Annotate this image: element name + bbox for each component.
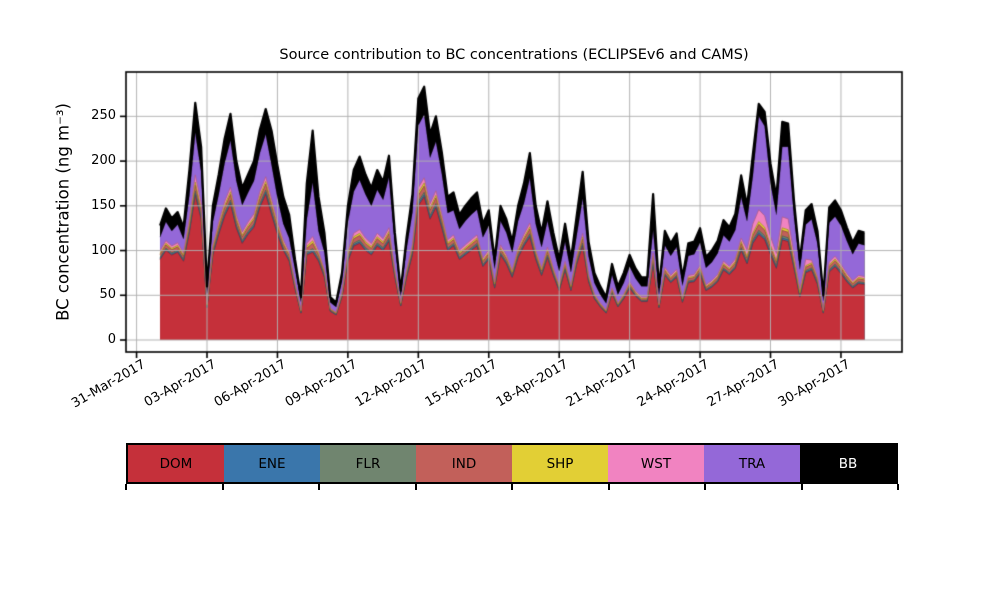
legend-label: FLR: [355, 455, 381, 472]
legend-label: WST: [640, 455, 672, 472]
legend-boundary-tick: [800, 484, 803, 490]
legend-label: BB: [838, 455, 858, 472]
legend-boundary-tick: [318, 484, 320, 490]
legend-item-ene: ENE: [224, 445, 320, 482]
legend-label: IND: [451, 455, 477, 472]
y-tick-label: 250: [91, 108, 116, 124]
legend-boundary-tick: [414, 484, 417, 490]
legend-boundary-tick: [607, 484, 610, 490]
legend-item-flr: FLR: [320, 445, 416, 482]
legend-label: TRA: [738, 455, 766, 472]
legend-label: SHP: [546, 455, 574, 472]
legend-label: DOM: [159, 455, 193, 472]
legend-boundary-tick: [897, 484, 899, 490]
legend-item-bb: BB: [800, 445, 896, 482]
legend-item-shp: SHP: [512, 445, 608, 482]
y-tick-label: 200: [91, 153, 116, 169]
legend-boundary-tick: [125, 484, 127, 490]
y-tick-label: 150: [91, 197, 116, 213]
chart-title: Source contribution to BC concentrations…: [279, 47, 749, 63]
legend-boundary-tick: [704, 484, 706, 490]
legend-item-wst: WST: [608, 445, 704, 482]
legend-item-tra: TRA: [704, 445, 800, 482]
legend-boundary-tick: [511, 484, 513, 490]
y-tick-label: 0: [107, 332, 116, 347]
legend-label: ENE: [258, 455, 286, 472]
legend-item-dom: DOM: [128, 445, 224, 482]
legend-item-ind: IND: [416, 445, 512, 482]
y-tick-label: 50: [99, 287, 116, 303]
y-tick-label: 100: [91, 242, 116, 258]
y-axis-label: BC concentration (ng m⁻³): [53, 103, 73, 321]
legend: DOM ENE FLR IND SHP WST TRA BB: [126, 443, 898, 484]
legend-boundary-tick: [221, 484, 224, 490]
